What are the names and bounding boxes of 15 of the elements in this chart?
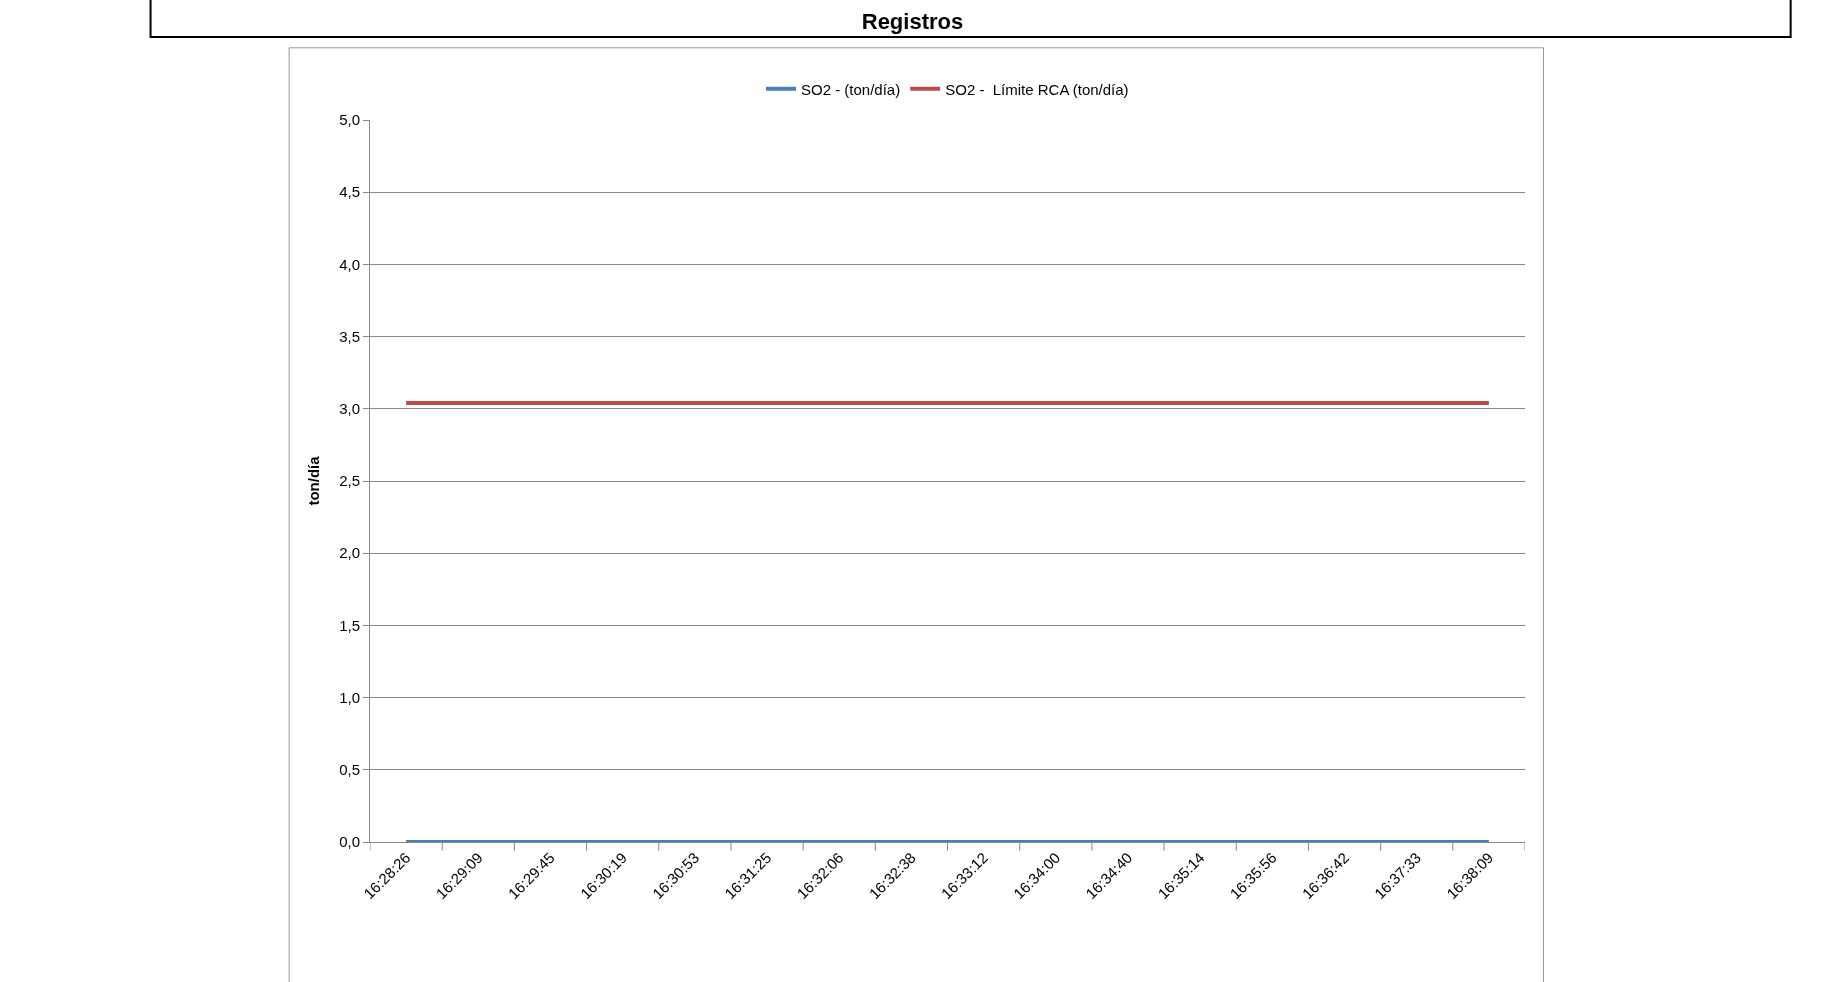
y-tick-label: 4,5 — [339, 183, 360, 201]
y-tick-label: 5,0 — [339, 111, 360, 129]
y-tick-label: 1,5 — [339, 616, 360, 634]
y-axis-title: ton/día — [305, 455, 323, 506]
legend-label: SO2 - Límite RCA (ton/día) — [945, 80, 1129, 98]
chart-title: Registros — [861, 9, 964, 35]
y-tick-label: 3,0 — [339, 400, 360, 418]
y-tick-label: 2,5 — [339, 472, 360, 490]
y-tick-label: 0,5 — [339, 761, 360, 779]
y-tick-label: 3,5 — [339, 327, 360, 345]
y-tick-label: 0,0 — [339, 833, 360, 851]
y-tick-label: 1,0 — [339, 688, 360, 706]
legend-label: SO2 - (ton/día) — [801, 80, 901, 98]
y-tick-label: 4,0 — [339, 255, 360, 273]
y-tick-label: 2,0 — [339, 544, 360, 562]
